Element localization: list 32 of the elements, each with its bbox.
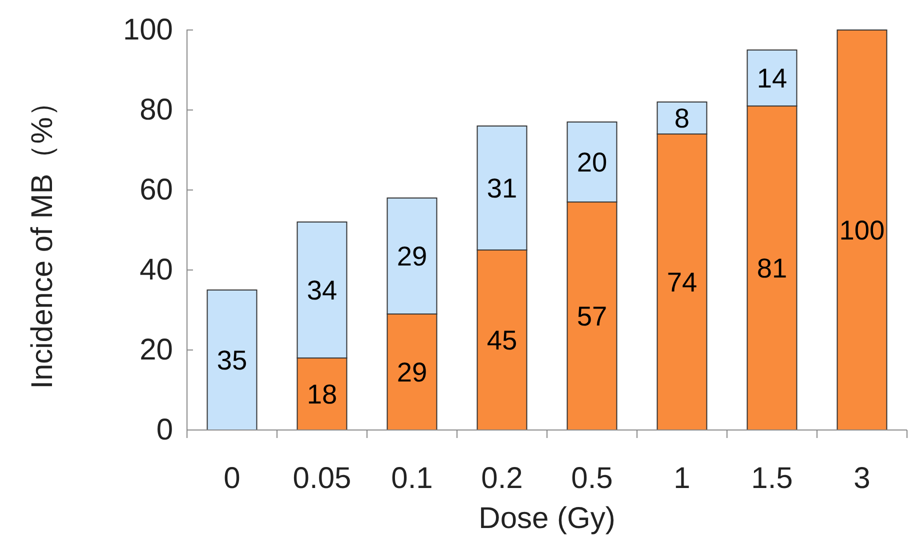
x-tick-label: 0.5	[571, 462, 613, 495]
data-label: 74	[666, 266, 698, 298]
data-label: 45	[486, 324, 518, 356]
data-label: 34	[306, 274, 338, 306]
y-tick-label: 80	[140, 94, 173, 127]
data-label: 18	[306, 378, 338, 410]
bar	[206, 290, 258, 430]
y-tick-label: 20	[140, 334, 173, 367]
x-tick-label: 1.5	[751, 462, 793, 495]
data-label: 29	[396, 240, 428, 272]
data-label: 31	[486, 172, 518, 204]
data-label: 14	[756, 62, 788, 94]
data-label: 81	[756, 252, 788, 284]
data-label: 100	[839, 214, 885, 246]
x-tick-label: 0	[224, 462, 240, 495]
x-tick-label: 0.2	[481, 462, 523, 495]
y-tick-label: 40	[140, 254, 173, 287]
y-tick-label: 60	[140, 174, 173, 207]
data-label: 20	[576, 146, 608, 178]
x-tick-label: 0.05	[292, 462, 352, 495]
data-label: 35	[216, 344, 248, 376]
x-axis-title: Dose (Gy)	[478, 502, 616, 535]
y-tick-label: 0	[156, 414, 173, 447]
y-tick-label: 100	[122, 14, 173, 47]
y-axis-title: Incidence of MB（%）	[26, 87, 59, 389]
x-tick-label: 3	[854, 462, 870, 495]
data-label: 57	[576, 300, 608, 332]
data-label: 8	[674, 102, 690, 134]
x-tick-label: 1	[674, 462, 690, 495]
bar	[836, 30, 888, 430]
data-label: 29	[396, 356, 428, 388]
x-tick-label: 0.1	[391, 462, 433, 495]
